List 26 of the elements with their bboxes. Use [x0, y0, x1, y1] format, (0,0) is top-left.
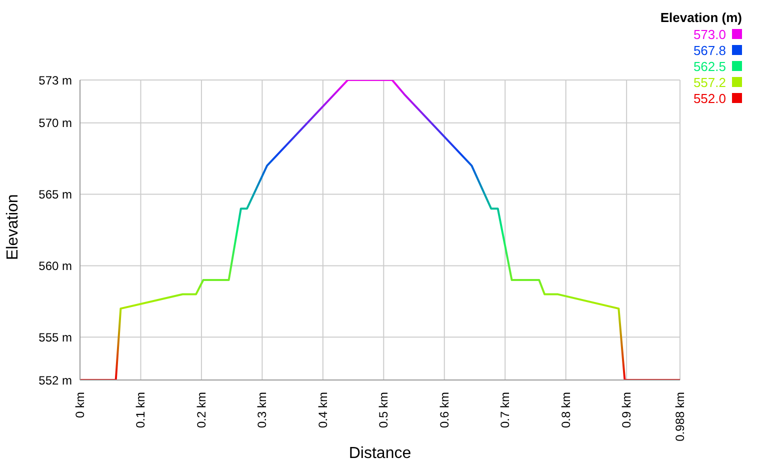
- text: 573.0: [693, 27, 726, 42]
- x-tick-label: 0 km: [73, 392, 87, 418]
- text: 562.5: [693, 59, 726, 74]
- x-tick-label: 0.8 km: [558, 392, 573, 428]
- x-tick-label: 0.6 km: [437, 392, 452, 428]
- x-tick-label: 0.4 km: [316, 392, 330, 428]
- x-tick-label: 0.988 km: [673, 392, 687, 442]
- y-tick-label: 570 m: [38, 116, 72, 130]
- x-tick-label: 0.3 km: [255, 392, 270, 428]
- y-tick-label: 555 m: [38, 330, 72, 344]
- x-tick-label: 0.9 km: [620, 392, 634, 428]
- x-tick-label: 0.5 km: [376, 392, 391, 428]
- y-axis-title: Elevation: [4, 194, 22, 260]
- x-axis-title: Distance: [348, 445, 412, 460]
- text: 567.8: [693, 43, 726, 58]
- y-tick-label: 573 m: [38, 73, 72, 88]
- text: 557.2: [693, 75, 726, 90]
- x-tick-label: 0.1 km: [134, 392, 148, 428]
- line-series: [80, 80, 680, 380]
- text: 552.0: [693, 91, 726, 106]
- y-tick-label: 560 m: [38, 258, 72, 273]
- y-tick-label: 565 m: [38, 188, 72, 202]
- y-tick-label: 552 m: [38, 373, 72, 388]
- text: Elevation (m): [660, 10, 742, 25]
- x-tick-label: 0.7 km: [498, 392, 512, 428]
- x-tick-label: 0.2 km: [194, 392, 208, 428]
